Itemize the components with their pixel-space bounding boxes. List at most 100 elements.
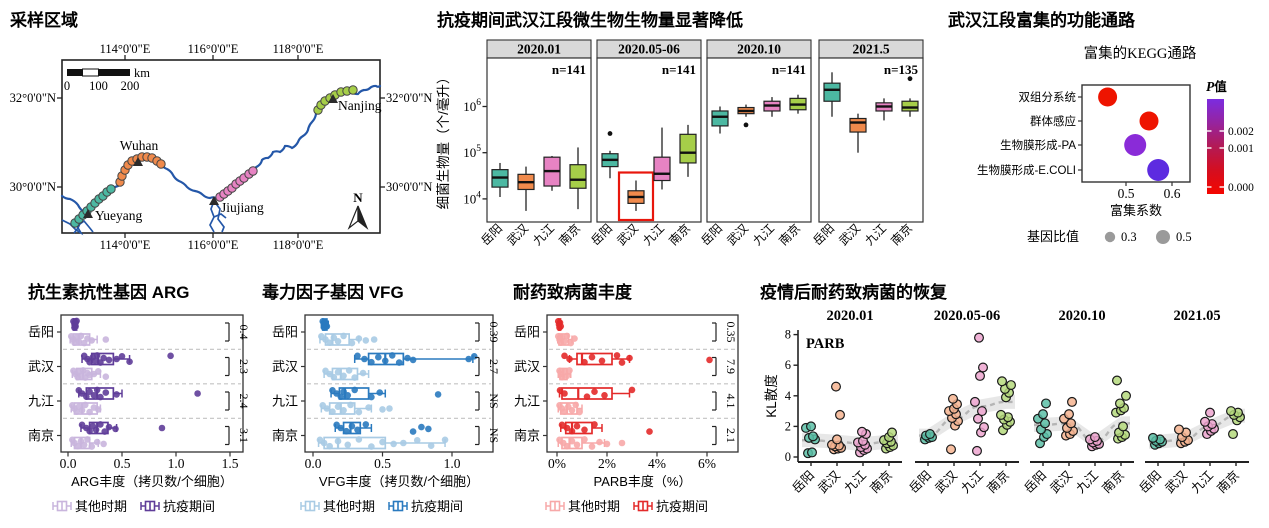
x-tick-label: 岳阳 [810,221,837,248]
facet-label: 2020.05-06 [618,42,680,57]
n-label: n=135 [884,62,919,77]
data-dot [81,401,89,409]
facet-label: 2020.01 [826,308,873,324]
data-dot [91,357,99,365]
y-tick-label: 106 [463,98,481,114]
trend-line [802,438,898,446]
data-dot [558,421,566,429]
data-dot [563,424,571,432]
legend-label-covid: 抗疫期间 [411,499,463,514]
data-dot [74,442,82,450]
x-tick-label: 武汉 [504,221,531,248]
data-dot [326,442,333,450]
y-axis-label: KL散度 [764,374,779,418]
x-tick-label: 0.0 [305,456,322,471]
fold-change-label: 0.4 [237,325,251,340]
data-dot [571,335,578,342]
city-label: Nanjing [338,98,382,113]
x-tick-label: 九江 [750,221,777,248]
data-dot [113,355,120,363]
fold-change-label: 2.1 [724,428,738,443]
y-tick-label: 104 [463,190,481,206]
y-tick-label: 2 [785,419,791,433]
data-dot [409,428,417,435]
data-dot [158,424,166,432]
legend-label-covid: 抗疫期间 [656,499,708,514]
data-dot [425,425,432,433]
trend-band [1149,408,1245,449]
data-dot [603,440,611,448]
lon-label: 118°0'0"E [273,238,324,252]
x-tick-label: 武汉 [816,468,844,496]
sample-site-dot [106,184,116,194]
data-dot [379,406,386,413]
y-axis-label: 细菌生物量（个/毫升） [435,71,451,210]
pathway-dot [1139,111,1159,131]
data-dot [613,352,621,359]
kegg-title: 武汉江段富集的功能通路 [948,11,1135,30]
data-dot [329,408,336,415]
n-label: n=141 [552,62,586,77]
data-dot [93,352,101,359]
lon-label: 114°0'0"E [100,42,151,56]
city-label: 九江 [272,394,298,409]
data-dot [581,436,588,443]
scalebar-unit: km [134,66,150,80]
kl-dot [972,445,983,456]
fold-change-label: 0.39 [487,322,501,343]
scalebar-number: 200 [121,79,140,93]
x-tick-label: 岳阳 [1022,468,1050,496]
x-tick-label: 武汉 [836,221,863,248]
data-dot [409,356,417,364]
kl-dot [1121,390,1132,401]
data-dot [576,408,583,416]
kl-dot [1205,407,1216,418]
data-dot [337,424,345,432]
kl-dot [996,409,1007,420]
city-label: 岳阳 [272,325,298,340]
pathway-label: 生物膜形成-PA [1000,138,1076,152]
kl-dot [1226,406,1237,417]
recovery-canvas: 02468KL散度PARB2020.01岳阳武汉九江南京2020.05-06岳阳… [764,308,1249,496]
colorbar-tick-label: 0.001 [1228,143,1254,155]
data-dot [368,443,375,450]
data-dot [97,393,104,401]
colorbar [1207,99,1224,194]
x-tick-label: 九江 [640,221,667,248]
data-dot [105,356,113,364]
x-tick-label: 南京 [666,221,694,249]
kl-dot [973,413,984,424]
map-title: 采样区域 [10,11,78,30]
city-marker [133,157,143,166]
data-dot [344,392,352,399]
y-tick-label: 0 [785,450,791,464]
data-dot [618,359,626,366]
data-dot [334,368,342,376]
data-dot [427,442,435,449]
outlier-dot [907,76,913,82]
data-dot [563,442,571,450]
data-dot [94,406,102,413]
data-dot [379,438,386,446]
kl-dot [1228,429,1239,440]
x-tick-label: 岳阳 [478,221,505,248]
data-dot [101,428,109,435]
x-tick-label: 0% [548,456,566,471]
data-dot [323,323,331,330]
data-dot [588,443,596,450]
size-legend-value: 0.3 [1121,230,1137,244]
data-dot [94,368,102,375]
kl-dot [834,409,845,420]
fold-change-label: NS [487,428,501,443]
kl-dot [1064,409,1075,420]
data-dot [348,422,356,430]
data-dot [102,389,110,396]
lat-label: 30°0'0"N [386,180,432,194]
data-dot [337,393,345,400]
city-label: Yueyang [95,208,142,223]
data-dot [80,441,88,449]
box [901,100,919,112]
facet-label: 2020.05-06 [934,308,1000,324]
box [679,133,697,164]
